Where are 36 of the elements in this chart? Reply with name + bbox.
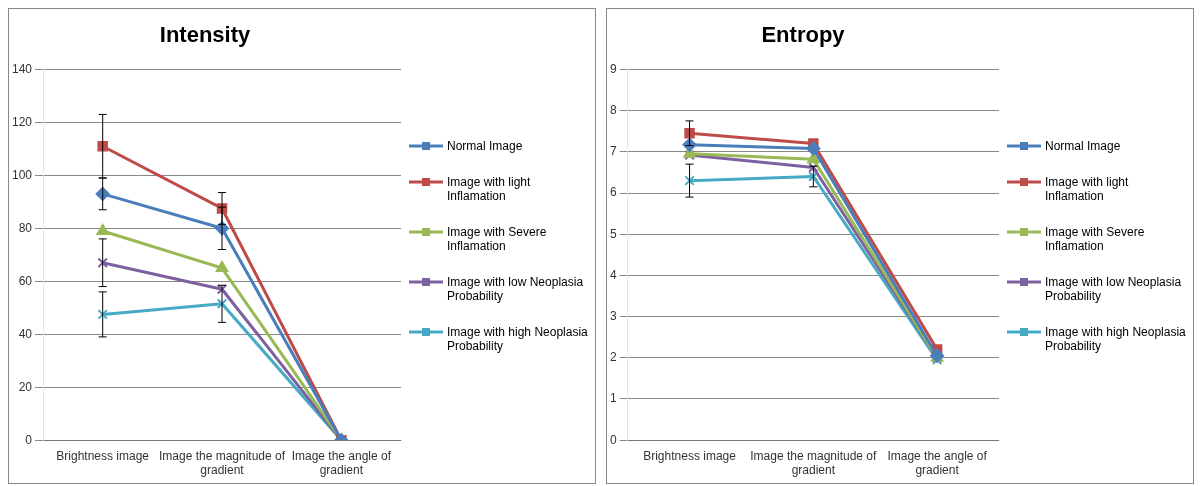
y-tick-label: 20	[18, 379, 33, 394]
legend-label: Image with light Inflamation	[1045, 175, 1130, 203]
y-tick-label: 100	[11, 167, 33, 182]
x-tick-label: Image the magnitude of gradient	[750, 448, 878, 478]
y-tick-label: 8	[609, 102, 617, 117]
legend-label: Image with low Neoplasia Probability	[447, 275, 585, 303]
y-tick-label: 1	[609, 391, 617, 406]
legend-label: Normal Image	[447, 139, 523, 153]
y-tick-label: 7	[609, 144, 617, 159]
y-tick-label: 0	[609, 432, 617, 447]
y-tick-label: 0	[25, 432, 33, 447]
y-tick-label: 40	[18, 326, 33, 341]
y-tick-label: 80	[18, 220, 33, 235]
x-tick-label: Brightness image	[56, 448, 150, 463]
y-tick-label: 4	[609, 267, 617, 282]
x-tick-label: Image the angle of gradient	[887, 448, 988, 478]
y-tick-label: 5	[609, 226, 617, 241]
y-tick-label: 60	[18, 273, 33, 288]
y-tick-label: 9	[609, 61, 617, 76]
x-tick-label: Image the magnitude of gradient	[158, 448, 286, 478]
chart-title: Intensity	[159, 22, 251, 48]
legend-label: Image with Severe Inflamation	[447, 225, 548, 253]
y-tick-label: 140	[11, 61, 33, 76]
chart-title: Entropy	[761, 22, 846, 48]
y-tick-label: 6	[609, 185, 617, 200]
legend-label: Image with high Neoplasia Probability	[1045, 325, 1187, 353]
legend-label: Image with low Neoplasia Probability	[1045, 275, 1183, 303]
legend-label: Image with high Neoplasia Probability	[447, 325, 589, 353]
y-tick-label: 2	[609, 350, 617, 365]
x-tick-label: Brightness image	[643, 448, 737, 463]
y-tick-label: 120	[11, 114, 33, 129]
y-tick-label: 3	[609, 308, 617, 323]
x-tick-label: Image the angle of gradient	[291, 448, 392, 478]
legend-label: Image with Severe Inflamation	[1045, 225, 1146, 253]
legend-label: Normal Image	[1045, 139, 1121, 153]
legend-label: Image with light Inflamation	[447, 175, 532, 203]
